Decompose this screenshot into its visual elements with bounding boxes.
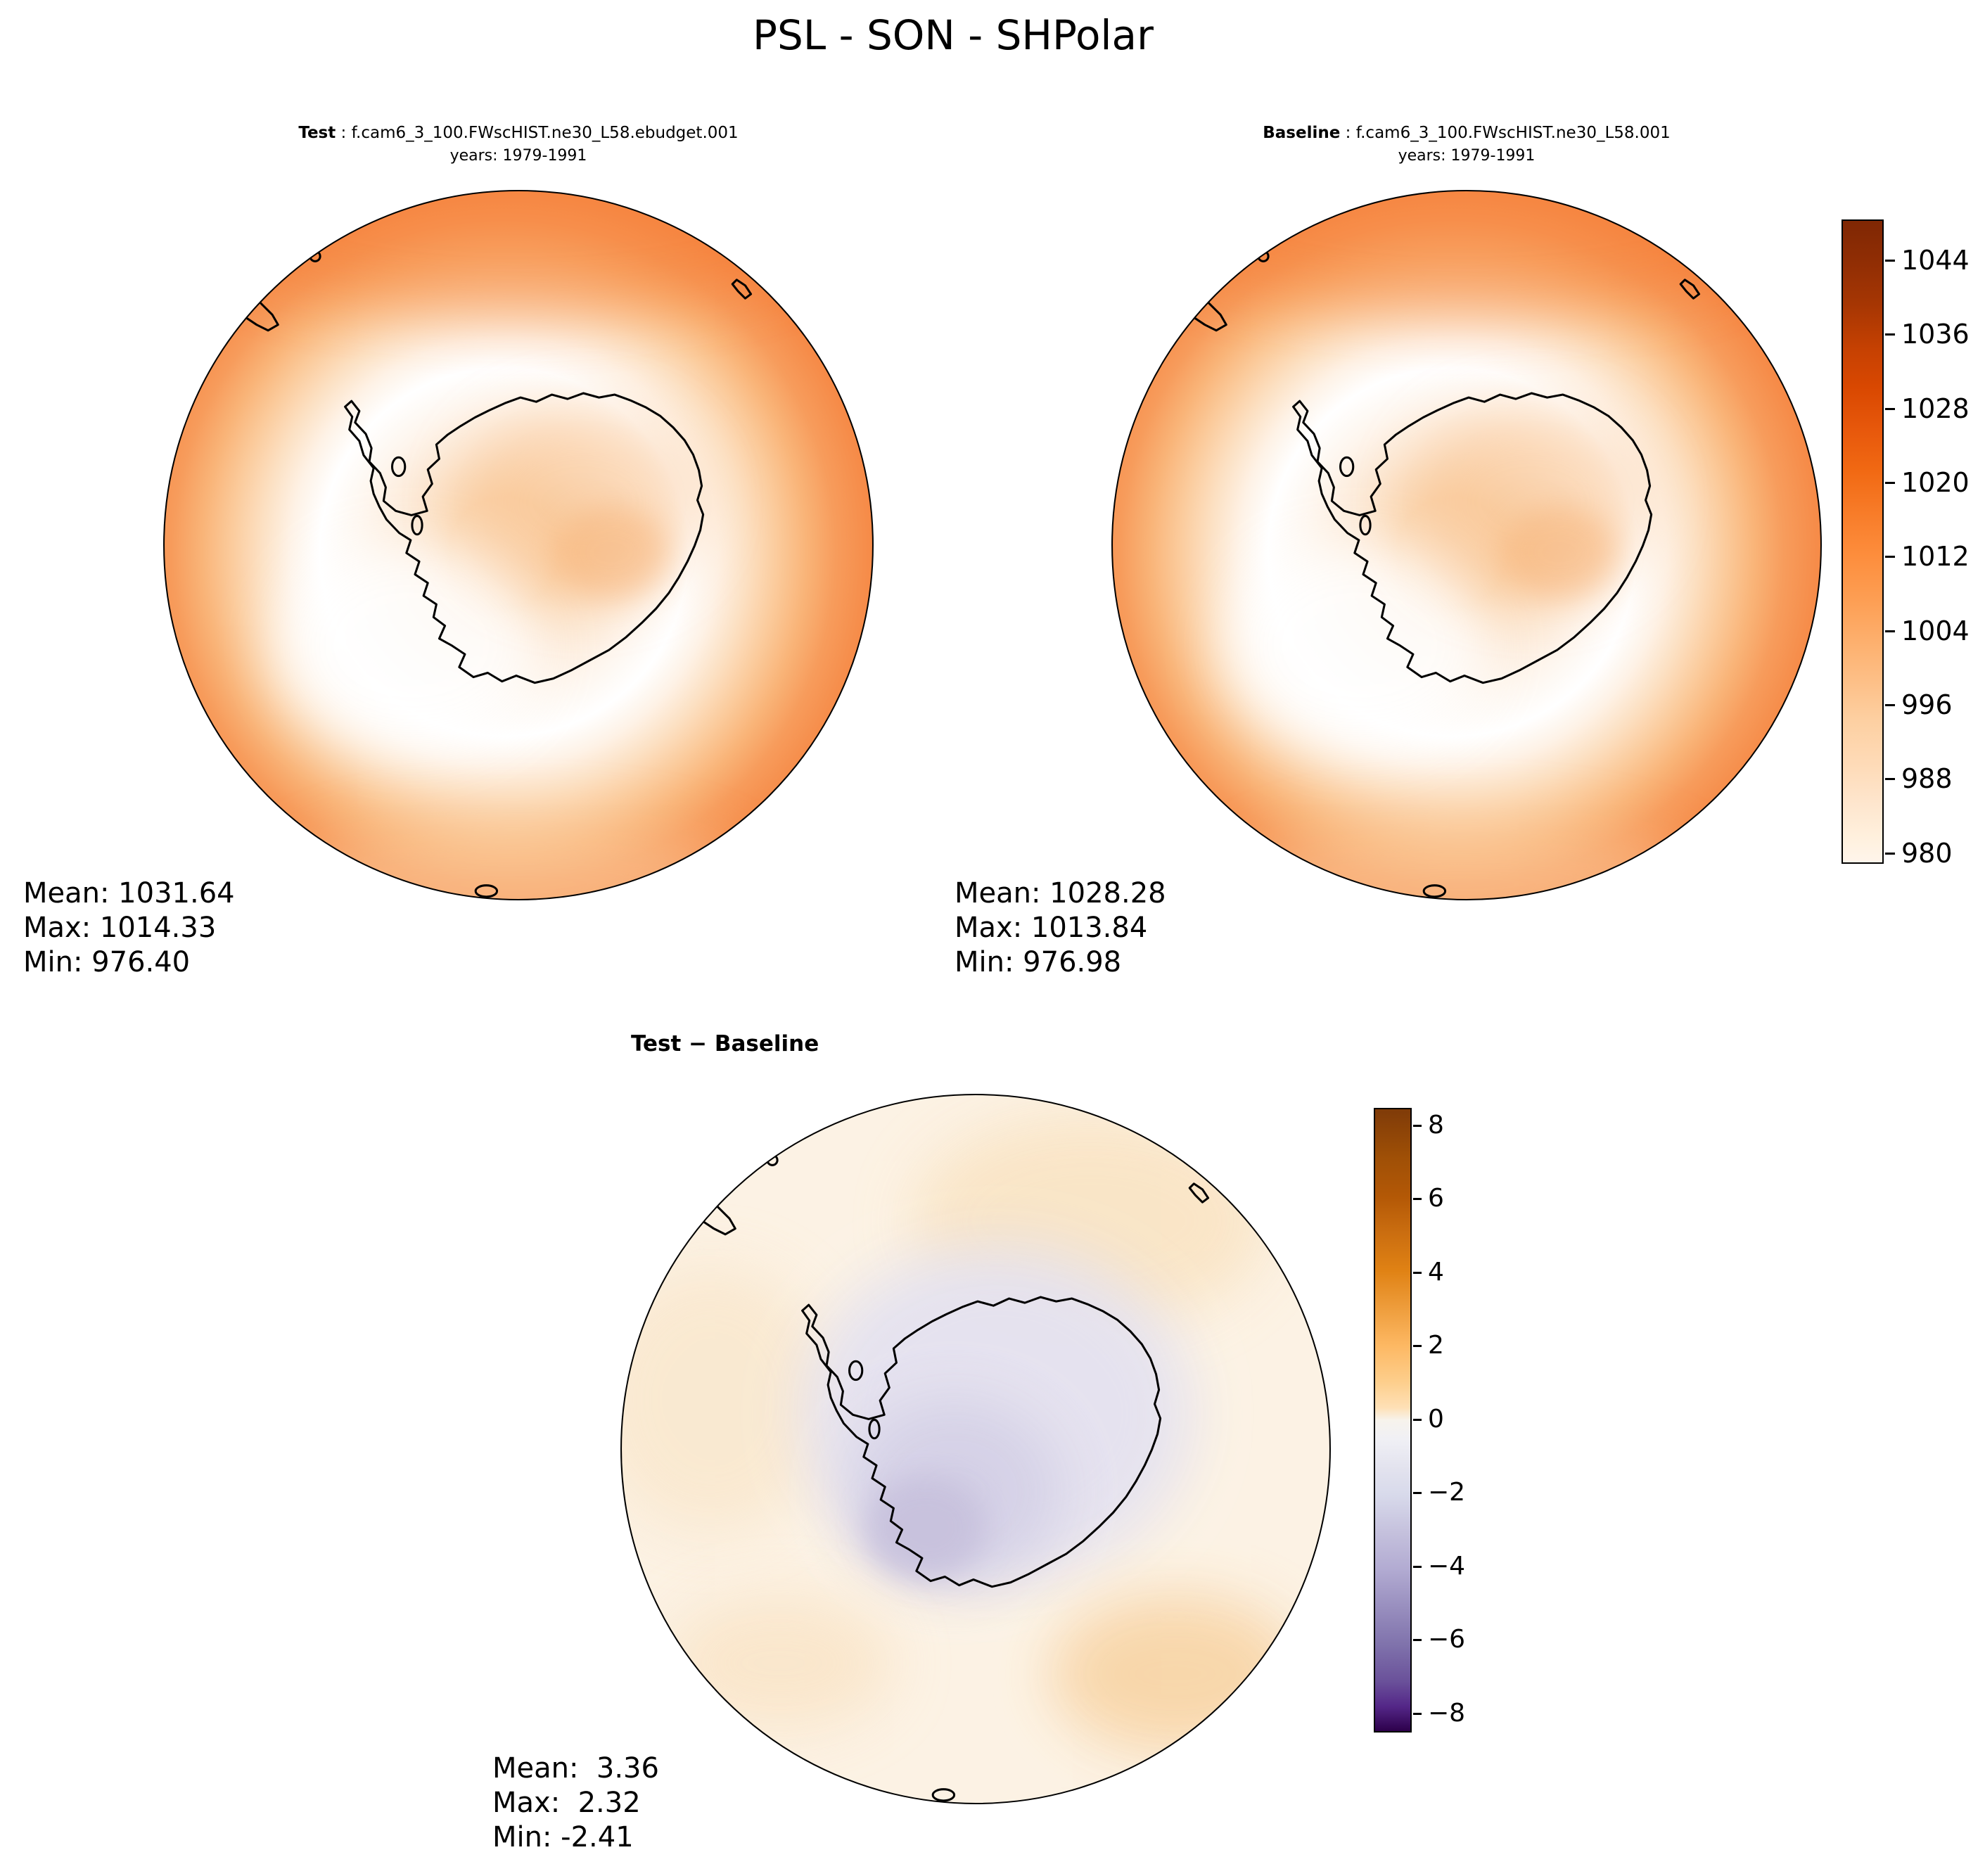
tick-label: 0	[1428, 1405, 1444, 1434]
baseline-stats: Mean: 1028.28 Max: 1013.84 Min: 976.98	[955, 876, 1166, 980]
tick-label: 988	[1901, 763, 1953, 794]
tick-label: 1012	[1901, 541, 1970, 572]
tick-mark	[1885, 777, 1895, 780]
tick-label: −8	[1428, 1699, 1466, 1728]
test-case-name: : f.cam6_3_100.FWscHIST.ne30_L58.ebudget…	[336, 124, 739, 142]
tick-mark	[1885, 333, 1895, 336]
tick-mark	[1413, 1271, 1422, 1274]
difference-polar-map	[619, 1092, 1332, 1806]
tick-label: −6	[1428, 1625, 1466, 1654]
colorbar-tick: 1020	[1885, 467, 1970, 498]
colorbar-tick: 1012	[1885, 541, 1970, 572]
baseline-label: Baseline	[1263, 124, 1341, 142]
tick-mark	[1413, 1344, 1422, 1347]
test-label: Test	[298, 124, 336, 142]
colorbar-tick: −4	[1413, 1551, 1465, 1582]
colorbar-tick: 1036	[1885, 319, 1970, 350]
baseline-mean: Mean: 1028.28	[955, 877, 1166, 910]
colorbar-tick: −2	[1413, 1477, 1465, 1508]
colorbar-tick: 988	[1885, 763, 1953, 794]
tick-mark	[1413, 1491, 1422, 1494]
colorbar-tick: 2	[1413, 1330, 1444, 1361]
tick-label: 1028	[1901, 393, 1970, 424]
tick-label: 8	[1428, 1111, 1444, 1140]
baseline-panel-title: Baseline : f.cam6_3_100.FWscHIST.ne30_L5…	[1115, 124, 1818, 142]
tick-mark	[1413, 1197, 1422, 1200]
tick-label: 1004	[1901, 615, 1970, 646]
tick-label: 1020	[1901, 467, 1970, 498]
tick-mark	[1413, 1124, 1422, 1127]
tick-mark	[1413, 1638, 1422, 1641]
colorbar-tick: 1044	[1885, 245, 1970, 276]
test-panel-title: Test : f.cam6_3_100.FWscHIST.ne30_L58.eb…	[167, 124, 870, 142]
tick-label: 4	[1428, 1258, 1444, 1287]
tick-mark	[1413, 1712, 1422, 1715]
diff-max: Max: 2.32	[492, 1787, 641, 1819]
difference-colorbar	[1374, 1108, 1412, 1733]
tick-label: 980	[1901, 838, 1953, 869]
tick-mark	[1413, 1418, 1422, 1421]
colorbar-tick: 0	[1413, 1404, 1444, 1435]
baseline-polar-map	[1110, 189, 1823, 902]
test-stats: Mean: 1031.64 Max: 1014.33 Min: 976.40	[23, 876, 235, 980]
test-panel-header: Test : f.cam6_3_100.FWscHIST.ne30_L58.eb…	[167, 124, 870, 165]
test-mean: Mean: 1031.64	[23, 877, 235, 910]
colorbar-tick: −8	[1413, 1698, 1465, 1729]
baseline-years: years: 1979-1991	[1398, 147, 1536, 165]
colorbar-tick: 996	[1885, 689, 1953, 720]
pressure-colorbar	[1842, 219, 1884, 864]
tick-mark	[1885, 407, 1895, 410]
diff-panel-title: Test − Baseline	[631, 1031, 819, 1057]
tick-mark	[1885, 481, 1895, 484]
test-years: years: 1979-1991	[449, 147, 587, 165]
tick-label: 996	[1901, 689, 1953, 720]
colorbar-tick: 1004	[1885, 615, 1970, 646]
baseline-max: Max: 1013.84	[955, 912, 1148, 944]
tick-label: −4	[1428, 1552, 1466, 1581]
tick-mark	[1413, 1565, 1422, 1568]
tick-mark	[1885, 259, 1895, 262]
tick-label: 6	[1428, 1184, 1444, 1213]
tick-mark	[1885, 630, 1895, 632]
tick-mark	[1885, 703, 1895, 706]
tick-mark	[1885, 852, 1895, 855]
tick-label: 1036	[1901, 319, 1970, 350]
colorbar-tick: 8	[1413, 1110, 1444, 1141]
colorbar-tick: 980	[1885, 838, 1953, 869]
colorbar-tick: 4	[1413, 1257, 1444, 1288]
diff-mean: Mean: 3.36	[492, 1752, 659, 1785]
colorbar-tick: 1028	[1885, 393, 1970, 424]
tick-label: 1044	[1901, 245, 1970, 276]
tick-mark	[1885, 555, 1895, 558]
figure-title: PSL - SON - SHPolar	[753, 11, 1154, 59]
diff-stats: Mean: 3.36 Max: 2.32 Min: -2.41	[492, 1751, 659, 1855]
tick-label: −2	[1428, 1478, 1466, 1507]
test-min: Min: 976.40	[23, 946, 191, 978]
baseline-panel-header: Baseline : f.cam6_3_100.FWscHIST.ne30_L5…	[1115, 124, 1818, 165]
test-max: Max: 1014.33	[23, 912, 217, 944]
diff-min: Min: -2.41	[492, 1821, 634, 1853]
tick-label: 2	[1428, 1331, 1444, 1360]
baseline-min: Min: 976.98	[955, 946, 1122, 978]
baseline-case-name: : f.cam6_3_100.FWscHIST.ne30_L58.001	[1340, 124, 1671, 142]
test-polar-map	[162, 189, 875, 902]
colorbar-tick: 6	[1413, 1183, 1444, 1214]
colorbar-tick: −6	[1413, 1624, 1465, 1655]
